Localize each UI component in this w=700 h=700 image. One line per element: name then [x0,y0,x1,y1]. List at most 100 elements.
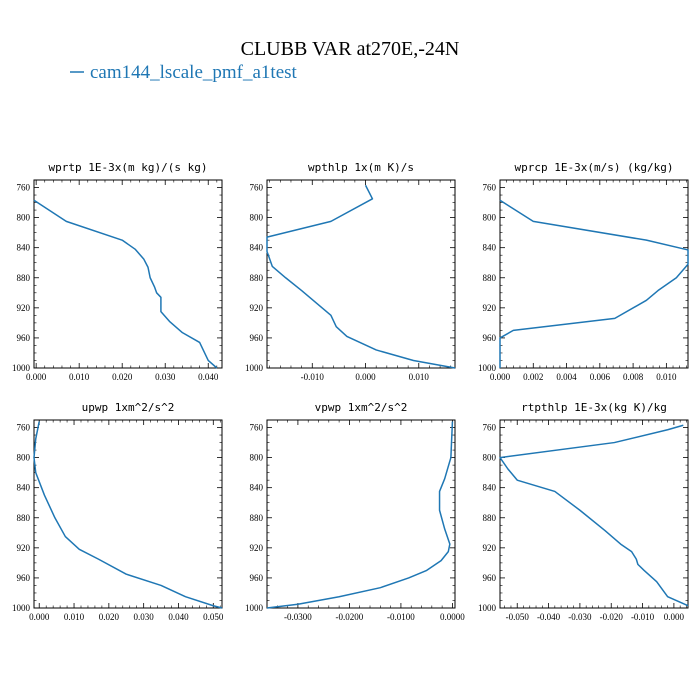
x-tick-label: 0.050 [203,612,224,622]
y-tick-label: 840 [17,483,31,493]
y-tick-label: 960 [250,573,264,583]
panel-frame [266,419,456,609]
x-tick-label: 0.000 [355,372,376,382]
x-tick-label: 0.0000 [440,612,465,622]
y-tick-label: 880 [483,273,497,283]
figure-title: CLUBB VAR at270E,-24N [241,38,460,60]
panel-4: upwp 1xm^2/s^2 760 800 840 880 920 960 10000.00… [12,401,224,622]
panels-group: wprtp 1E-3x(m kg)/(s kg) 760 800 840 880 920 9… [12,161,689,622]
y-tick-label: 920 [483,303,497,313]
y-tick-label: 800 [250,213,264,223]
y-tick-label: 760 [250,423,264,433]
y-tick-label: 1000 [12,363,31,373]
y-tick-label: 1000 [245,363,264,373]
y-tick-label: 840 [483,243,497,253]
y-tick-label: 1000 [245,603,264,613]
x-tick-label: -0.010 [631,612,655,622]
series-line [499,199,689,368]
y-tick-label: 840 [483,483,497,493]
y-tick-label: 920 [17,303,31,313]
y-tick-label: 960 [250,333,264,343]
panel-6: rtpthlp 1E-3x(kg K)/kg 760 800 840 880 920 960… [478,401,689,622]
x-tick-label: 0.006 [590,372,611,382]
x-tick-label: 0.010 [69,372,90,382]
y-tick-label: 760 [483,183,497,193]
panel-2: wpthlp 1x(m K)/s 760 800 840 880 920 960 1000 -0… [245,161,456,382]
y-tick-label: 920 [250,303,264,313]
series-line [33,199,218,369]
y-tick-label: 1000 [478,603,497,613]
panel-title: vpwp 1xm^2/s^2 [315,401,408,414]
x-tick-label: 0.000 [29,612,50,622]
series-line [266,184,456,369]
x-tick-label: -0.0100 [387,612,415,622]
x-tick-label: 0.000 [664,612,685,622]
legend-label: cam144_lscale_pmf_a1test [90,62,298,83]
y-tick-label: 760 [17,423,31,433]
y-tick-label: 920 [17,543,31,553]
x-tick-label: -0.010 [301,372,325,382]
panel-frame [33,419,223,609]
x-tick-label: 0.008 [623,372,644,382]
x-tick-label: -0.020 [600,612,624,622]
y-tick-label: 960 [483,573,497,583]
y-tick-label: 880 [483,513,497,523]
series-line [33,421,223,609]
x-tick-label: 0.010 [64,612,85,622]
y-tick-label: 960 [17,573,31,583]
panel-frame [266,179,456,369]
panel-5: vpwp 1xm^2/s^2 760 800 840 880 920 960 1000 -0.0… [245,401,465,622]
series-line [266,421,454,609]
y-tick-label: 840 [250,243,264,253]
y-tick-label: 880 [250,273,264,283]
y-tick-label: 840 [17,243,31,253]
x-tick-label: 0.030 [134,612,155,622]
panel-title: wprtp 1E-3x(m kg)/(s kg) [49,161,208,174]
panel-frame [499,179,689,369]
x-tick-label: 0.030 [155,372,176,382]
y-tick-label: 800 [17,213,31,223]
y-tick-label: 1000 [478,363,497,373]
y-tick-label: 800 [483,453,497,463]
panel-title: wprcp 1E-3x(m/s) (kg/kg) [515,161,674,174]
x-tick-label: 0.040 [168,612,189,622]
y-tick-label: 800 [17,453,31,463]
panel-1: wprtp 1E-3x(m kg)/(s kg) 760 800 840 880 920 9… [12,161,223,382]
x-tick-label: 0.004 [556,372,577,382]
x-tick-label: 0.020 [99,612,120,622]
x-tick-label: 0.010 [409,372,430,382]
x-tick-label: 0.010 [656,372,677,382]
y-tick-label: 880 [17,513,31,523]
x-tick-label: -0.050 [506,612,530,622]
y-tick-label: 880 [17,273,31,283]
panel-title: wpthlp 1x(m K)/s [308,161,414,174]
y-tick-label: 760 [483,423,497,433]
y-tick-label: 960 [483,333,497,343]
y-tick-label: 800 [250,453,264,463]
y-tick-label: 840 [250,483,264,493]
x-tick-label: 0.002 [523,372,543,382]
x-tick-label: 0.040 [198,372,219,382]
y-tick-label: 920 [483,543,497,553]
x-tick-label: 0.000 [26,372,47,382]
x-tick-label: 0.000 [490,372,511,382]
panel-frame [33,179,223,369]
y-tick-label: 760 [250,183,264,193]
y-tick-label: 1000 [12,603,31,613]
y-tick-label: 880 [250,513,264,523]
y-tick-label: 920 [250,543,264,553]
x-tick-label: -0.0200 [336,612,364,622]
series-line [499,424,689,607]
x-tick-label: -0.0300 [284,612,312,622]
x-tick-label: -0.030 [568,612,592,622]
x-tick-label: -0.040 [537,612,561,622]
panel-frame [499,419,689,609]
panel-title: upwp 1xm^2/s^2 [82,401,175,414]
panel-3: wprcp 1E-3x(m/s) (kg/kg) 760 800 840 880 920 9… [478,161,689,382]
x-tick-label: 0.020 [112,372,133,382]
panel-title: rtpthlp 1E-3x(kg K)/kg [521,401,667,414]
y-tick-label: 760 [17,183,31,193]
y-tick-label: 800 [483,213,497,223]
y-tick-label: 960 [17,333,31,343]
